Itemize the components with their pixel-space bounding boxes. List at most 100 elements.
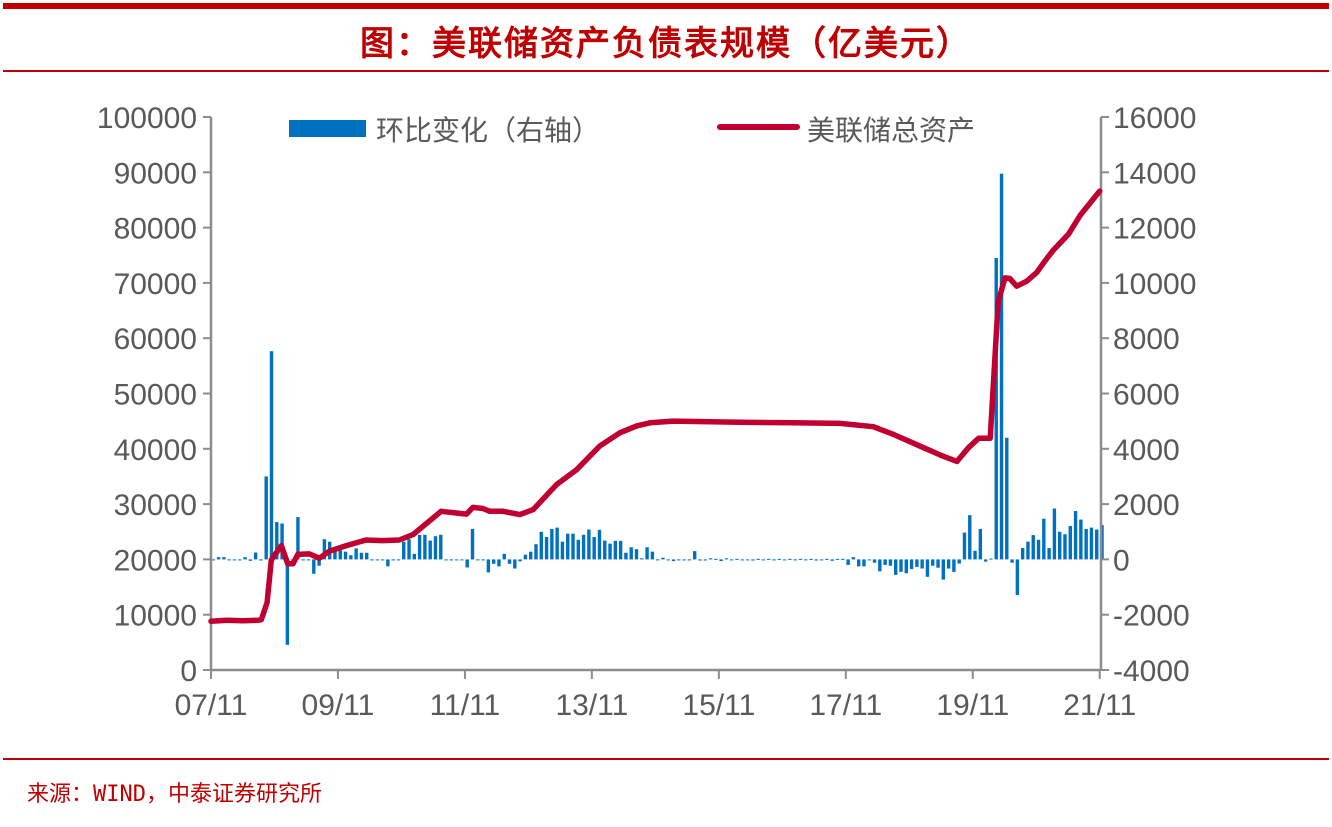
- bar-series: [211, 173, 1104, 645]
- bar: [1036, 539, 1041, 560]
- bar: [465, 559, 469, 568]
- bar: [470, 528, 475, 560]
- right-y-tick-label: 8000: [1113, 323, 1180, 356]
- bar: [809, 558, 813, 560]
- bar: [994, 258, 998, 560]
- bar: [983, 559, 988, 562]
- x-tick-label: 15/11: [682, 689, 755, 722]
- bar: [259, 559, 263, 561]
- bar: [529, 551, 533, 560]
- bar: [460, 559, 464, 561]
- bar: [883, 559, 887, 565]
- bar: [444, 559, 448, 561]
- bar: [1058, 531, 1062, 560]
- source-divider: [3, 758, 1329, 760]
- bar: [375, 559, 379, 561]
- bar: [296, 517, 300, 560]
- bar: [491, 559, 496, 564]
- bar: [978, 528, 983, 560]
- bar: [989, 558, 993, 560]
- x-tick-label: 19/11: [936, 689, 1009, 722]
- bar: [280, 523, 284, 560]
- left-y-tick-label: 30000: [114, 489, 197, 522]
- bar: [682, 559, 686, 561]
- bar: [518, 559, 522, 562]
- bar: [655, 559, 660, 561]
- bar: [862, 559, 866, 567]
- bar: [968, 515, 972, 560]
- right-y-tick-label: 14000: [1113, 157, 1196, 190]
- bar: [671, 559, 676, 562]
- bar: [428, 540, 432, 560]
- right-y-tick-label: -2000: [1113, 600, 1190, 633]
- bar: [523, 554, 528, 560]
- bar: [878, 559, 882, 572]
- bar: [412, 553, 417, 560]
- bar: [1015, 559, 1020, 596]
- right-y-tick-label: 16000: [1113, 102, 1196, 135]
- right-y-tick-label: 6000: [1113, 379, 1180, 412]
- bar: [931, 559, 935, 566]
- bar: [730, 559, 734, 561]
- bar: [592, 537, 596, 560]
- bar: [402, 541, 406, 560]
- bar: [423, 534, 427, 560]
- bar: [751, 559, 755, 561]
- bar: [560, 541, 565, 560]
- bar: [804, 559, 808, 561]
- bar: [391, 559, 395, 561]
- bar: [417, 534, 422, 560]
- legend: 环比变化（右轴） 美联储总资产: [289, 114, 975, 147]
- bar: [745, 559, 750, 561]
- right-y-tick-label: -4000: [1113, 655, 1190, 688]
- bar: [724, 558, 729, 560]
- bar: [909, 559, 914, 570]
- x-tick-label: 17/11: [809, 689, 882, 722]
- bar: [454, 559, 459, 561]
- bar: [825, 558, 829, 560]
- bar: [756, 558, 760, 560]
- bar: [380, 559, 385, 561]
- bar: [603, 540, 607, 560]
- bar: [666, 559, 670, 561]
- axes: 0100002000030000400005000060000700008000…: [97, 102, 1197, 722]
- bar: [1005, 437, 1009, 560]
- bar: [1010, 559, 1014, 563]
- bar: [814, 559, 819, 561]
- bar: [692, 551, 697, 560]
- bar: [253, 552, 258, 560]
- bar: [222, 557, 226, 560]
- bar: [846, 559, 850, 565]
- bar: [407, 539, 411, 560]
- bar: [608, 543, 612, 560]
- bar: [301, 559, 305, 561]
- bar: [872, 559, 877, 563]
- bar: [1063, 534, 1067, 560]
- bar: [888, 559, 893, 566]
- bar: [941, 559, 946, 580]
- source-note: 来源：WIND，中泰证券研究所: [27, 782, 322, 807]
- bar: [1031, 535, 1035, 560]
- bar: [793, 559, 797, 561]
- bar: [645, 547, 649, 560]
- bar: [333, 550, 337, 560]
- bar: [544, 537, 549, 560]
- bar: [264, 476, 268, 560]
- bar: [1084, 528, 1088, 560]
- bar: [650, 551, 655, 560]
- left-y-tick-label: 80000: [114, 213, 197, 246]
- bar: [354, 548, 358, 560]
- bar: [439, 534, 443, 560]
- bar: [396, 559, 401, 561]
- legend-line-label: 美联储总资产: [807, 114, 975, 147]
- left-y-tick-label: 70000: [114, 268, 197, 301]
- bar: [502, 553, 506, 560]
- bar: [386, 559, 390, 567]
- bar: [555, 527, 559, 560]
- bar: [946, 559, 951, 569]
- bar: [999, 173, 1004, 560]
- bar: [819, 559, 824, 561]
- bar: [952, 559, 956, 572]
- left-y-tick-label: 90000: [114, 157, 197, 190]
- x-tick-label: 11/11: [430, 689, 501, 722]
